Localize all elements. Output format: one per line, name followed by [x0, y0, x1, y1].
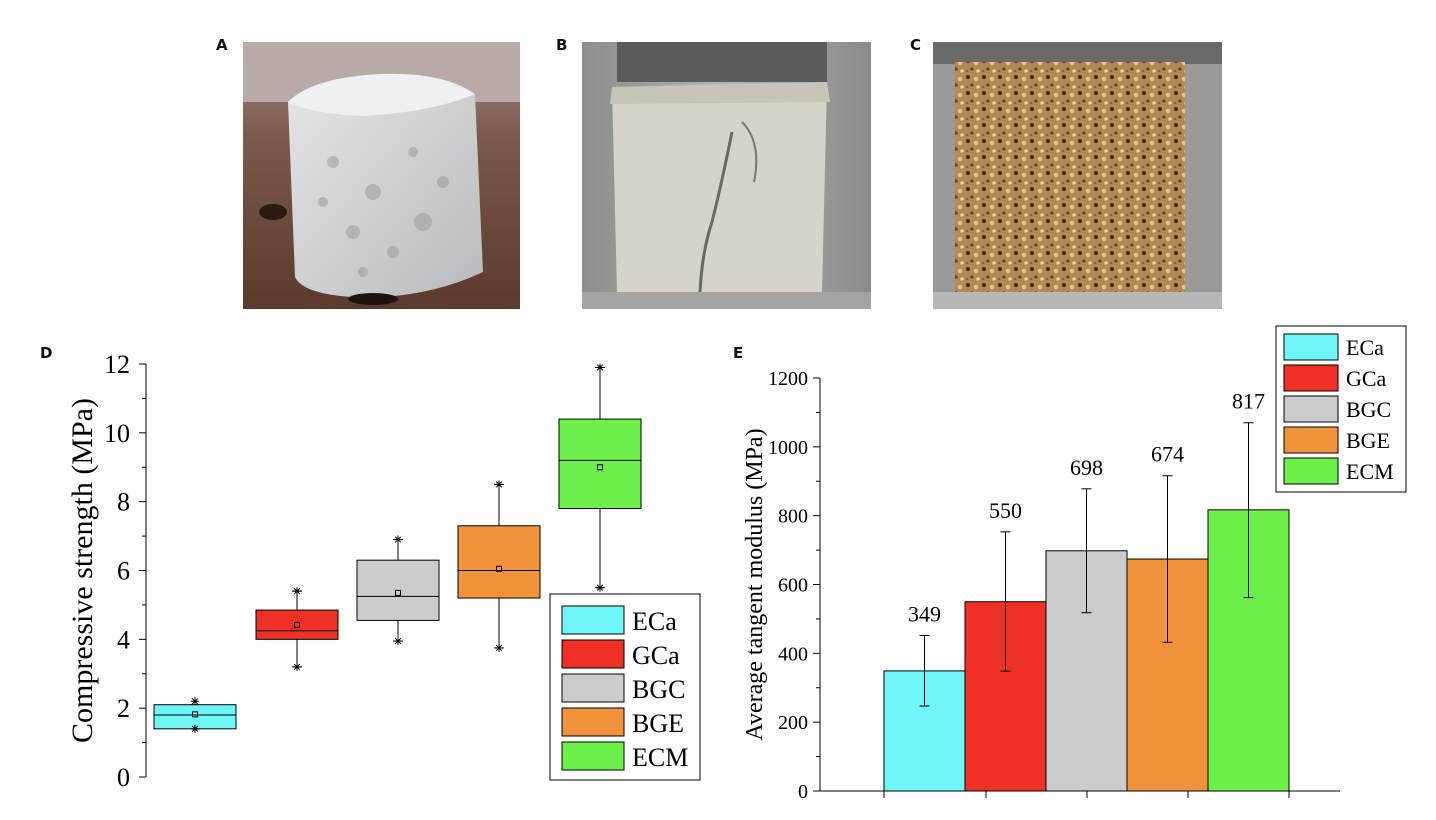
bar-gca: 550 — [964, 498, 1047, 792]
photo-sample-a — [243, 42, 520, 309]
photo-sample-b — [582, 42, 871, 309]
legend-e: ECa GCa BGC BGE ECM — [1275, 325, 1407, 493]
outlier-marker — [596, 363, 604, 372]
y-tick-label: 6 — [117, 557, 130, 586]
photo-sample-c — [933, 42, 1222, 309]
legend-swatch-eca — [1283, 333, 1339, 361]
box-bge — [457, 480, 541, 652]
bar-ecm: 817 — [1207, 389, 1290, 792]
y-tick-label: 10 — [104, 419, 130, 448]
data-label-ecm: 817 — [1232, 389, 1265, 414]
bar-eca: 349 — [883, 601, 966, 792]
bar-chart: 0 200 400 600 800 1000 1200 Average tangent mod… — [742, 325, 1407, 800]
y-axis-label: Average tangent modulus (MPa) — [742, 428, 768, 740]
outlier-marker — [596, 583, 604, 592]
mean-marker — [597, 464, 603, 471]
outlier-marker — [191, 724, 199, 733]
legend-swatch-bge — [1283, 426, 1339, 454]
legend-label-bgc: BGC — [1346, 397, 1391, 422]
y-tick-label: 12 — [104, 350, 130, 379]
legend-swatch-eca — [561, 605, 625, 635]
legend-label-ecm: ECM — [632, 743, 688, 772]
data-label-bgc: 698 — [1070, 455, 1103, 480]
legend-swatch-bgc — [1283, 395, 1339, 423]
outlier-marker — [191, 697, 199, 706]
legend-d: ECa GCa BGC BGE ECM — [549, 593, 701, 781]
legend-swatch-bge — [561, 707, 625, 737]
box-bgc — [356, 535, 440, 646]
y-tick-label: 0 — [798, 781, 808, 800]
panel-label-e: E — [733, 344, 744, 362]
legend-label-bge: BGE — [632, 709, 684, 738]
box-body — [457, 525, 541, 599]
data-label-eca: 349 — [908, 601, 941, 626]
y-tick-label: 200 — [778, 712, 808, 734]
box-body — [558, 418, 642, 510]
box-gca — [255, 587, 339, 671]
legend-label-bge: BGE — [1346, 428, 1390, 453]
outlier-marker — [293, 587, 301, 596]
outlier-marker — [394, 535, 402, 544]
y-tick-label: 2 — [117, 694, 130, 723]
mean-marker — [496, 565, 502, 572]
data-label-bge: 674 — [1151, 442, 1184, 467]
y-tick-label: 0 — [117, 763, 130, 792]
legend-label-gca: GCa — [1346, 366, 1387, 391]
panel-label-a: A — [216, 36, 228, 54]
legend-label-eca: ECa — [632, 607, 677, 636]
y-tick-label: 4 — [117, 625, 130, 654]
box-ecm — [558, 363, 642, 592]
legend-swatch-ecm — [1283, 457, 1339, 485]
box-eca — [153, 697, 237, 733]
mean-marker — [395, 589, 401, 596]
mean-marker — [294, 621, 300, 628]
legend-swatch-gca — [1283, 364, 1339, 392]
y-axis-label: Compressive strength (MPa) — [66, 398, 99, 743]
y-tick-label: 600 — [778, 575, 808, 597]
legend-label-ecm: ECM — [1346, 459, 1394, 484]
y-tick-label: 1200 — [768, 368, 808, 390]
legend-label-eca: ECa — [1346, 335, 1384, 360]
bar-bgc: 698 — [1045, 455, 1128, 792]
mean-marker — [192, 711, 198, 718]
y-tick-label: 400 — [778, 643, 808, 665]
panel-label-b: B — [556, 36, 568, 54]
panel-label-c: C — [910, 36, 922, 54]
legend-swatch-ecm — [561, 741, 625, 771]
panel-label-d: D — [40, 344, 53, 362]
legend-swatch-bgc — [561, 673, 625, 703]
outlier-marker — [394, 637, 402, 646]
legend-swatch-gca — [561, 639, 625, 669]
outlier-marker — [495, 480, 503, 489]
y-tick-label: 800 — [778, 506, 808, 528]
bar-rect — [1207, 509, 1290, 792]
outlier-marker — [293, 662, 301, 671]
legend-label-gca: GCa — [632, 641, 680, 670]
y-tick-label: 1000 — [768, 437, 808, 459]
outlier-marker — [495, 643, 503, 652]
legend-label-bgc: BGC — [632, 675, 685, 704]
bar-bge: 674 — [1126, 442, 1209, 792]
data-label-gca: 550 — [989, 498, 1022, 523]
box-body — [255, 609, 339, 640]
y-tick-label: 8 — [117, 488, 130, 517]
